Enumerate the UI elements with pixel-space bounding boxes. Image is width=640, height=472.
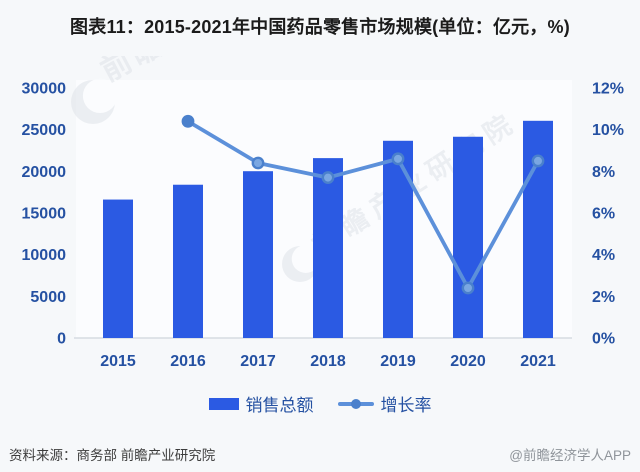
line-swatch-dot xyxy=(350,398,361,409)
marker-2020 xyxy=(461,281,475,295)
x-label-2018: 2018 xyxy=(310,353,346,370)
bar-2017 xyxy=(243,171,273,338)
right-axis-tick: 0% xyxy=(592,331,615,348)
left-axis-tick: 5000 xyxy=(30,289,66,306)
legend-label-growth: 增长率 xyxy=(380,396,432,415)
source-text: 资料来源：商务部 前瞻产业研究院 xyxy=(9,448,216,463)
left-axis-tick: 25000 xyxy=(22,122,67,139)
x-label-2017: 2017 xyxy=(240,353,276,370)
bar-2015 xyxy=(103,199,133,338)
left-axis-tick: 15000 xyxy=(22,206,67,223)
right-axis-tick: 12% xyxy=(592,81,624,98)
left-axis-tick: 30000 xyxy=(22,81,67,98)
marker-2021 xyxy=(531,154,545,168)
chart-title: 图表11：2015-2021年中国药品零售市场规模(单位：亿元，%) xyxy=(70,17,570,37)
right-axis-tick: 8% xyxy=(592,164,615,181)
bar-2021 xyxy=(523,120,553,338)
x-label-2015: 2015 xyxy=(100,353,136,370)
x-label-2016: 2016 xyxy=(170,353,206,370)
right-axis-tick: 10% xyxy=(592,122,624,139)
left-axis-tick: 10000 xyxy=(22,247,67,264)
left-axis-tick: 20000 xyxy=(22,164,67,181)
line-swatch-icon xyxy=(337,398,374,409)
right-axis-tick: 6% xyxy=(592,206,615,223)
left-axis-tick: 0 xyxy=(57,331,66,348)
footer: 资料来源：商务部 前瞻产业研究院 @前瞻经济学人APP xyxy=(9,444,631,464)
x-label-2020: 2020 xyxy=(450,353,486,370)
bar-2018 xyxy=(313,158,343,338)
watermark-swoosh xyxy=(82,78,118,113)
bar-2020 xyxy=(453,136,483,338)
watermark-swoosh xyxy=(291,244,320,273)
chart-plot-area: 前瞻前瞻产业研究院0500010000150002000025000300000… xyxy=(22,56,625,370)
right-axis-tick: 2% xyxy=(592,289,615,306)
x-label-2019: 2019 xyxy=(380,353,416,370)
right-axis-tick: 4% xyxy=(592,247,615,264)
marker-2016 xyxy=(181,114,195,128)
legend-item-sales: 销售总额 xyxy=(208,391,314,416)
marker-2017 xyxy=(251,156,265,170)
legend-label-sales: 销售总额 xyxy=(245,396,314,415)
marker-2019 xyxy=(391,152,405,166)
marker-2018 xyxy=(321,171,335,184)
legend-item-growth: 增长率 xyxy=(337,391,432,416)
chart-legend: 销售总额 增长率 xyxy=(0,391,640,416)
credit-text: @前瞻经济学人APP xyxy=(509,448,631,463)
bar-2019 xyxy=(383,140,413,338)
x-label-2021: 2021 xyxy=(520,353,556,370)
bar-2016 xyxy=(173,184,203,338)
growth-line xyxy=(186,119,540,290)
bar-swatch-icon xyxy=(208,397,239,410)
